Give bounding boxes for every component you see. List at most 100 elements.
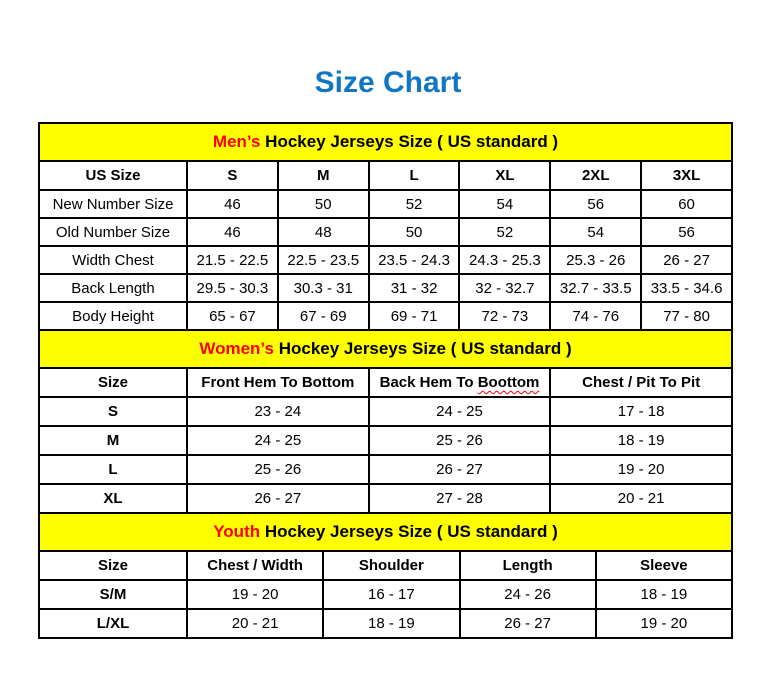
mens-col-m: M — [276, 160, 370, 191]
cell: 17 - 18 — [549, 396, 733, 427]
cell: 18 - 19 — [549, 425, 733, 456]
table-row: M 24 - 25 25 - 26 18 - 19 — [38, 425, 733, 456]
size-chart: Men’s Hockey Jerseys Size ( US standard … — [38, 122, 734, 639]
womens-section-header: Women’s Hockey Jerseys Size ( US standar… — [38, 329, 733, 369]
cell: 26 - 27 — [186, 483, 370, 514]
cell: 19 - 20 — [549, 454, 733, 485]
youth-size-table: Youth Hockey Jerseys Size ( US standard … — [38, 512, 734, 639]
womens-size-table: Women’s Hockey Jerseys Size ( US standar… — [38, 329, 733, 514]
row-label: S/M — [38, 579, 188, 610]
cell: 54 — [549, 217, 643, 247]
table-row: Body Height 65 - 67 67 - 69 69 - 71 72 -… — [38, 301, 733, 331]
table-row: Back Length 29.5 - 30.3 30.3 - 31 31 - 3… — [38, 273, 733, 303]
womens-column-header-row: Size Front Hem To Bottom Back Hem To Boo… — [38, 367, 733, 398]
cell: 25.3 - 26 — [549, 245, 643, 275]
table-row: Old Number Size 46 48 50 52 54 56 — [38, 217, 733, 247]
cell: 21.5 - 22.5 — [186, 245, 279, 275]
youth-col-size: Size — [38, 550, 188, 581]
cell: 24.3 - 25.3 — [458, 245, 552, 275]
cell: 48 — [276, 217, 370, 247]
cell: 77 - 80 — [640, 301, 733, 331]
cell: 25 - 26 — [367, 425, 552, 456]
cell: 24 - 25 — [186, 425, 370, 456]
womens-back-hem-prefix: Back Hem To — [379, 374, 478, 391]
cell: 72 - 73 — [458, 301, 552, 331]
cell: 26 - 27 — [640, 245, 733, 275]
row-label: L — [38, 454, 188, 485]
row-label: Old Number Size — [38, 217, 188, 247]
cell: 24 - 26 — [458, 579, 597, 610]
row-label: Width Chest — [38, 245, 188, 275]
cell: 20 - 21 — [185, 608, 325, 639]
cell: 23 - 24 — [186, 396, 370, 427]
mens-col-3xl: 3XL — [640, 160, 733, 191]
mens-col-xl: XL — [458, 160, 552, 191]
cell: 69 - 71 — [367, 301, 461, 331]
table-row: L/XL 20 - 21 18 - 19 26 - 27 19 - 20 — [38, 608, 734, 639]
cell: 32.7 - 33.5 — [549, 273, 643, 303]
cell: 65 - 67 — [186, 301, 279, 331]
cell: 22.5 - 23.5 — [276, 245, 370, 275]
cell: 26 - 27 — [367, 454, 552, 485]
cell: 46 — [186, 217, 279, 247]
cell: 67 - 69 — [276, 301, 370, 331]
mens-title-text: Hockey Jerseys Size ( US standard ) — [260, 132, 559, 151]
cell: 29.5 - 30.3 — [186, 273, 279, 303]
cell: 23.5 - 24.3 — [367, 245, 461, 275]
table-row: Width Chest 21.5 - 22.5 22.5 - 23.5 23.5… — [38, 245, 733, 275]
cell: 56 — [640, 217, 733, 247]
womens-accent-text: Women’s — [199, 339, 274, 358]
mens-col-2xl: 2XL — [549, 160, 643, 191]
row-label: M — [38, 425, 188, 456]
mens-accent-text: Men’s — [212, 132, 261, 151]
table-row: S 23 - 24 24 - 25 17 - 18 — [38, 396, 733, 427]
mens-section-title: Men’s Hockey Jerseys Size ( US standard … — [38, 122, 733, 162]
womens-section-title: Women’s Hockey Jerseys Size ( US standar… — [38, 329, 733, 369]
cell: 27 - 28 — [367, 483, 552, 514]
row-label: XL — [38, 483, 188, 514]
cell: 60 — [640, 189, 733, 219]
row-label: L/XL — [38, 608, 188, 639]
mens-size-table: Men’s Hockey Jerseys Size ( US standard … — [38, 122, 733, 331]
cell: 24 - 25 — [367, 396, 552, 427]
mens-col-l: L — [367, 160, 461, 191]
table-row: XL 26 - 27 27 - 28 20 - 21 — [38, 483, 733, 514]
youth-title-text: Hockey Jerseys Size ( US standard ) — [260, 522, 558, 541]
womens-col-back-hem: Back Hem To Boottom — [367, 367, 552, 398]
cell: 25 - 26 — [186, 454, 370, 485]
womens-col-size: Size — [38, 367, 188, 398]
womens-col-chest-pit: Chest / Pit To Pit — [549, 367, 733, 398]
cell: 74 - 76 — [549, 301, 643, 331]
cell: 19 - 20 — [185, 579, 325, 610]
cell: 31 - 32 — [367, 273, 461, 303]
mens-column-header-row: US Size S M L XL 2XL 3XL — [38, 160, 733, 191]
cell: 50 — [367, 217, 461, 247]
womens-back-hem-misspelled-word: Boottom — [477, 374, 540, 391]
youth-column-header-row: Size Chest / Width Shoulder Length Sleev… — [38, 550, 734, 581]
cell: 18 - 19 — [322, 608, 461, 639]
row-label: New Number Size — [38, 189, 188, 219]
row-label: Back Length — [38, 273, 188, 303]
youth-section-header: Youth Hockey Jerseys Size ( US standard … — [38, 512, 733, 552]
table-row: L 25 - 26 26 - 27 19 - 20 — [38, 454, 733, 485]
cell: 20 - 21 — [549, 483, 733, 514]
cell: 52 — [367, 189, 461, 219]
cell: 52 — [458, 217, 552, 247]
womens-col-front-hem: Front Hem To Bottom — [186, 367, 370, 398]
mens-col-us-size: US Size — [38, 160, 188, 191]
cell: 46 — [186, 189, 279, 219]
table-row: S/M 19 - 20 16 - 17 24 - 26 18 - 19 — [38, 579, 734, 610]
youth-col-shoulder: Shoulder — [322, 550, 461, 581]
mens-section-header: Men’s Hockey Jerseys Size ( US standard … — [38, 122, 733, 162]
youth-col-sleeve: Sleeve — [594, 550, 734, 581]
cell: 16 - 17 — [322, 579, 461, 610]
youth-section-title: Youth Hockey Jerseys Size ( US standard … — [38, 512, 733, 552]
womens-title-text: Hockey Jerseys Size ( US standard ) — [273, 339, 572, 358]
cell: 26 - 27 — [458, 608, 597, 639]
youth-col-chest-width: Chest / Width — [185, 550, 325, 581]
cell: 18 - 19 — [594, 579, 734, 610]
youth-accent-text: Youth — [213, 522, 261, 541]
cell: 54 — [458, 189, 552, 219]
cell: 33.5 - 34.6 — [640, 273, 733, 303]
